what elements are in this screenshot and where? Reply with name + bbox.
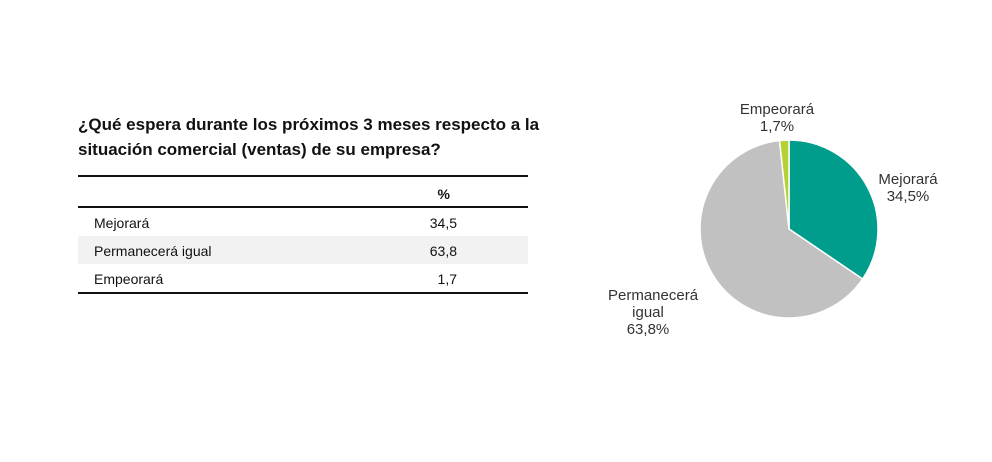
pie-label: Permanecerá igual 63,8% bbox=[598, 287, 698, 338]
row-value: 63,8 bbox=[429, 243, 457, 259]
row-label: Permanecerá igual bbox=[94, 243, 212, 259]
row-value: 34,5 bbox=[429, 215, 457, 231]
header-cell: % bbox=[437, 186, 450, 202]
table: % Mejorará 34,5 Permanecerá igual 63,8 Empeo… bbox=[78, 175, 528, 294]
pie-label: Empeorará 1,7% bbox=[727, 101, 827, 135]
pie-slice bbox=[699, 139, 864, 319]
pie-label-value: 34,5% bbox=[886, 188, 930, 205]
table-row: Mejorará 34,5 bbox=[78, 208, 528, 236]
pie-slice bbox=[788, 139, 879, 281]
pie-label-name: Mejorará bbox=[878, 171, 938, 188]
row-value: 1,7 bbox=[437, 271, 457, 287]
pie-label-name: Empeorará bbox=[739, 101, 815, 118]
pie-label-value: 63,8% bbox=[626, 321, 670, 338]
table-row: Empeorará 1,7 bbox=[78, 264, 528, 294]
pie-label-name: Permanecerá igual bbox=[608, 287, 699, 321]
row-label: Empeorará bbox=[94, 271, 164, 287]
pie-slice bbox=[778, 139, 790, 230]
table-header: % bbox=[78, 175, 528, 208]
pie-label-value: 1,7% bbox=[759, 118, 795, 135]
pie-label: Mejorará 34,5% bbox=[858, 171, 958, 205]
table-row: Permanecerá igual 63,8 bbox=[78, 236, 528, 264]
row-label: Mejorará bbox=[94, 215, 150, 231]
title: ¿Qué espera durante los próximos 3 meses… bbox=[78, 115, 540, 159]
